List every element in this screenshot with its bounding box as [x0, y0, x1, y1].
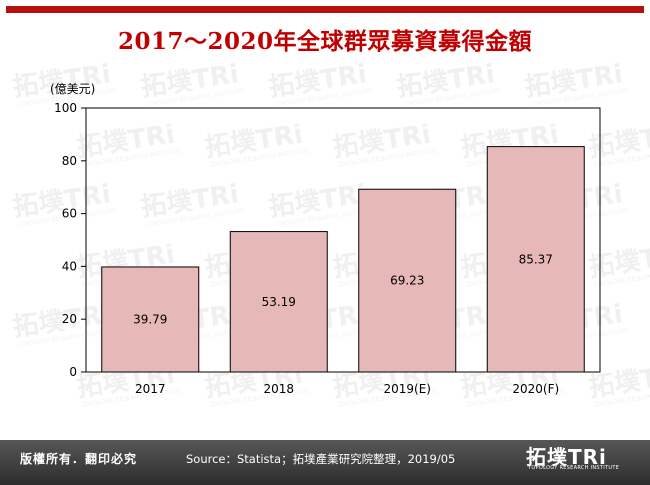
- logo-tagline: TOPOLOGY RESEARCH INSTITUTE: [528, 465, 620, 471]
- copyright-text: 版權所有．翻印必究: [20, 452, 138, 466]
- y-tick-label-5: 100: [54, 101, 77, 115]
- y-tick-label-4: 80: [62, 154, 77, 168]
- x-tick-label-2: 2019(E): [384, 382, 431, 396]
- y-axis-label: (億美元): [50, 82, 95, 96]
- chart-title: 2017～2020年全球群眾募資募得金額: [117, 28, 533, 55]
- x-tick-label-3: 2020(F): [512, 382, 559, 396]
- y-tick-label-3: 60: [62, 207, 77, 221]
- tri-logo: 拓墣TRi TOPOLOGY RESEARCH INSTITUTE: [526, 441, 632, 475]
- data-label-3: 85.37: [519, 252, 553, 266]
- plot-area: [85, 107, 601, 373]
- logo-wordmark: 拓墣TRi: [526, 445, 607, 469]
- bars: [101, 146, 585, 373]
- x-tick-label-0: 2017: [135, 382, 166, 396]
- y-tick-label-2: 40: [62, 259, 77, 273]
- data-labels: 39.79 53.19 69.23 85.37: [133, 252, 553, 326]
- bar-2018: [229, 231, 328, 373]
- y-tick-label-1: 20: [62, 312, 77, 326]
- y-axis: 0 20 40 60 80 100: [54, 101, 86, 379]
- bar-2019(E): [358, 188, 457, 373]
- x-tick-label-1: 2018: [263, 382, 294, 396]
- footer-bar: [0, 440, 650, 485]
- data-label-0: 39.79: [133, 312, 167, 326]
- bar-2020(F): [486, 146, 585, 373]
- y-tick-label-0: 0: [69, 365, 77, 379]
- bar-2017: [101, 266, 200, 373]
- x-axis: 2017 2018 2019(E) 2020(F): [135, 382, 559, 396]
- source-text: Source：Statista；拓墣產業研究院整理，2019/05: [186, 452, 456, 466]
- data-label-1: 53.19: [262, 295, 296, 309]
- data-label-2: 69.23: [390, 274, 424, 288]
